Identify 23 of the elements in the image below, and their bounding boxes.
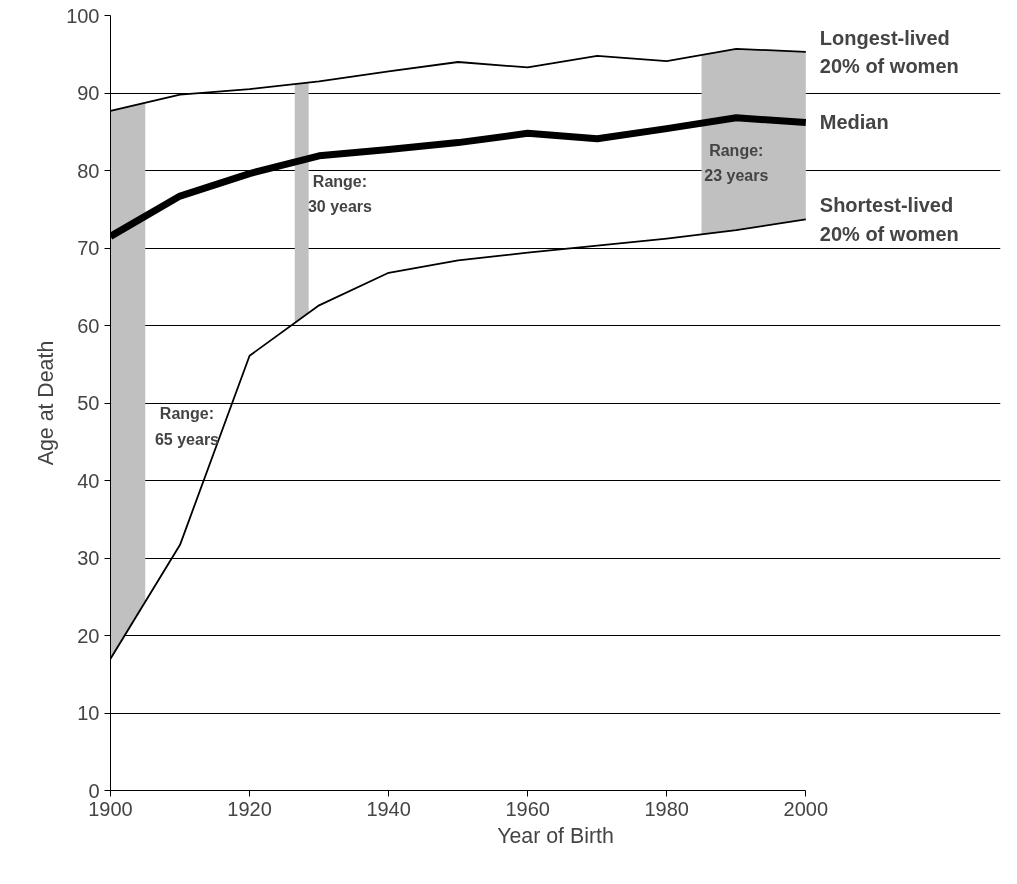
x-tick-label: 2000 — [783, 797, 829, 820]
y-axis-title: Age at Death — [34, 340, 59, 466]
x-tick-label: 1960 — [505, 797, 550, 820]
annotation: Range: 65 years — [154, 405, 220, 448]
y-tick-label: 70 — [77, 237, 100, 259]
y-tick-label: 60 — [77, 314, 100, 337]
series-label: Longest-lived 20% of women — [819, 26, 959, 78]
y-tick-label: 30 — [77, 547, 100, 569]
y-tick-label: 10 — [77, 702, 100, 724]
y-tick-label: 40 — [77, 469, 100, 492]
x-tick-label: 1920 — [227, 797, 272, 820]
y-tick-label: 50 — [77, 392, 100, 414]
y-tick-label: 90 — [77, 82, 100, 104]
y-tick-label: 20 — [77, 624, 100, 647]
annotation: Range: 30 years — [307, 172, 373, 215]
x-tick-label: 1980 — [644, 797, 689, 820]
x-axis-title: Year of Birth — [497, 823, 614, 848]
series-label: Shortest-lived 20% of women — [819, 194, 959, 245]
y-tick-label: 80 — [77, 159, 100, 182]
annotation: Range: 23 years — [704, 141, 769, 184]
y-tick-label: 100 — [66, 4, 100, 27]
series-label: Median — [819, 111, 889, 134]
x-tick-label: 1940 — [366, 797, 411, 820]
